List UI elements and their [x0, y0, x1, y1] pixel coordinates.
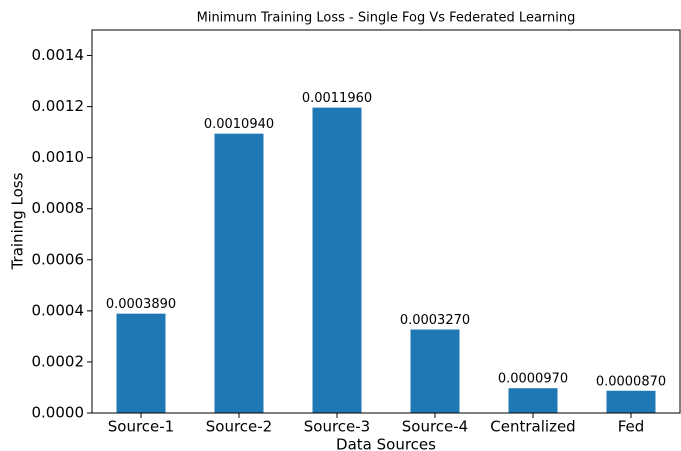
value-label: 0.0000870 [596, 374, 666, 389]
value-label: 0.0003270 [400, 313, 470, 328]
value-label: 0.0010940 [204, 117, 274, 132]
x-axis-label: Data Sources [336, 436, 436, 451]
x-tick-label: Fed [618, 418, 645, 436]
y-tick-label: 0.0002 [32, 352, 85, 370]
y-tick-label: 0.0004 [32, 301, 85, 319]
plot-frame [91, 29, 681, 414]
bar [116, 313, 166, 413]
y-tick-label: 0.0008 [32, 199, 85, 217]
bar [410, 329, 460, 413]
y-tick-label: 0.0012 [32, 97, 85, 115]
value-label: 0.0003890 [106, 297, 176, 312]
y-tick-label: 0.0000 [32, 404, 85, 422]
x-tick-label: Source-3 [304, 418, 370, 436]
value-label: 0.0011960 [302, 91, 372, 106]
x-tick-label: Centralized [490, 418, 575, 436]
y-tick-label: 0.0010 [32, 148, 85, 166]
bar [214, 133, 264, 413]
y-axis-label: Training Loss [9, 172, 27, 270]
value-label: 0.0000970 [498, 372, 568, 387]
chart-title: Minimum Training Loss - Single Fog Vs Fe… [197, 11, 576, 26]
y-tick-label: 0.0006 [32, 250, 85, 268]
bar [508, 388, 558, 413]
bar [312, 107, 362, 413]
y-tick-label: 0.0014 [32, 46, 85, 64]
x-tick-label: Source-1 [108, 418, 174, 436]
bar [606, 390, 656, 413]
x-tick-label: Source-4 [402, 418, 468, 436]
x-tick-label: Source-2 [206, 418, 272, 436]
